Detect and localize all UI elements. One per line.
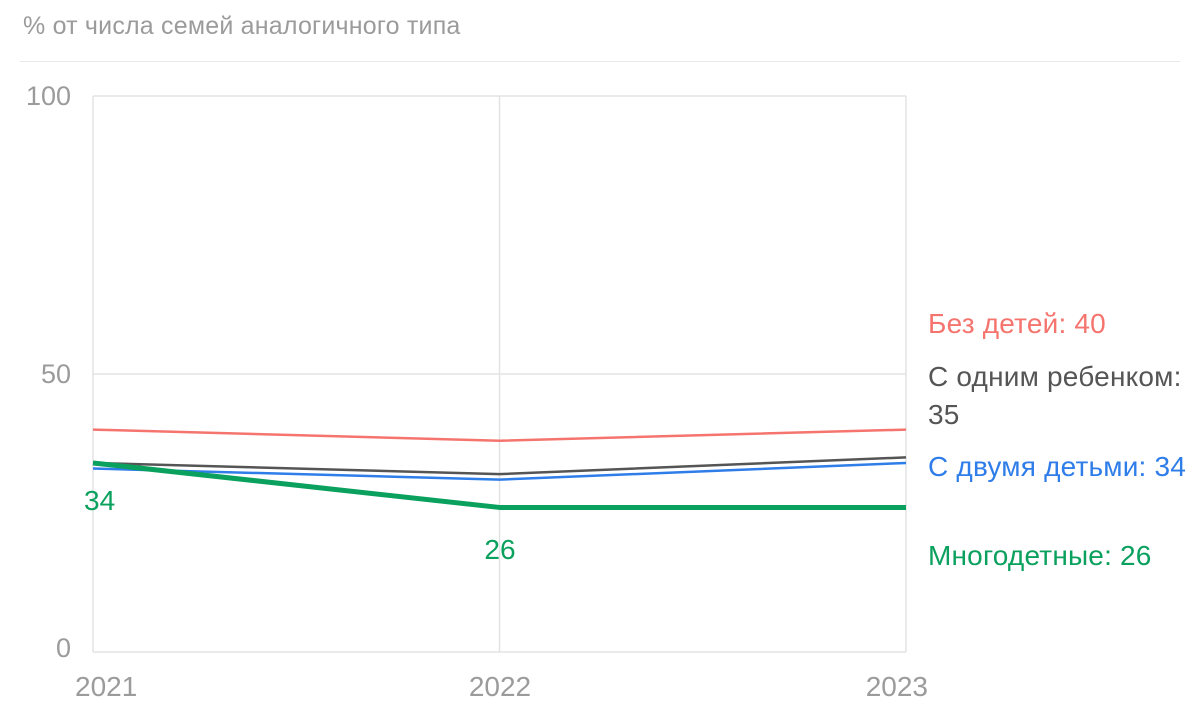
point-label-many-children-2021: 34 <box>84 485 116 516</box>
legend-item-one-child: С одним ребенком: 35 <box>928 361 1182 430</box>
x-axis-tick-2023: 2023 <box>865 671 928 702</box>
y-axis-tick-0: 0 <box>55 633 71 663</box>
y-axis-tick-50: 50 <box>40 359 71 389</box>
y-axis-tick-100: 100 <box>25 81 71 111</box>
series-line <box>92 460 906 510</box>
x-axis-tick-2022: 2022 <box>468 671 532 702</box>
title-divider <box>20 61 1180 62</box>
x-axis-tick-2021: 2021 <box>75 671 138 702</box>
legend-item-two-children: С двумя детьми: 34 <box>928 451 1187 482</box>
series-line <box>92 428 907 442</box>
point-label-many-children-2022: 26 <box>484 534 516 565</box>
legend-item-many-children: Многодетные: 26 <box>928 540 1152 571</box>
legend-item-no-children: Без детей: 40 <box>928 308 1106 339</box>
series-line <box>92 461 907 481</box>
series-line <box>92 456 907 476</box>
chart-title: % от числа семей аналогичного типа <box>23 12 461 40</box>
